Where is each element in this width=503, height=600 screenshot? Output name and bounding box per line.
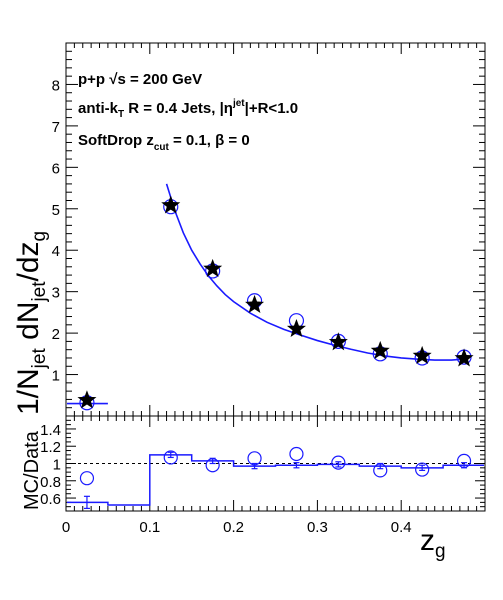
data-point bbox=[454, 348, 474, 367]
main-plot-marks bbox=[67, 183, 474, 411]
main-y-tick-label: 1 bbox=[52, 368, 60, 385]
ratio-point bbox=[205, 458, 220, 473]
x-tick-label: 0.1 bbox=[139, 519, 160, 536]
ratio-step-histogram bbox=[67, 454, 484, 506]
ratio-point bbox=[331, 455, 346, 470]
ratio-y-tick-label: 0.8 bbox=[40, 474, 61, 491]
data-point bbox=[328, 332, 348, 351]
ratio-point bbox=[456, 453, 472, 469]
main-y-tick-label: 8 bbox=[52, 77, 60, 94]
x-tick-label: 0.2 bbox=[223, 519, 244, 536]
ratio-y-tick-label: 1 bbox=[53, 457, 61, 474]
x-axis-label: zg bbox=[420, 524, 446, 562]
annotation-line-2: anti-kT R = 0.4 Jets, |ηjet|+R<1.0 bbox=[78, 98, 298, 120]
x-tick-label: 0.4 bbox=[391, 519, 412, 536]
x-tick-label: 0 bbox=[62, 519, 70, 536]
main-y-ticks: 1 2 3 4 5 6 7 8 bbox=[52, 42, 485, 416]
data-point bbox=[370, 340, 390, 360]
ratio-plot-marks bbox=[66, 446, 485, 510]
data-point bbox=[77, 390, 97, 409]
annotation-line-3: SoftDrop zcut = 0.1, β = 0 bbox=[78, 132, 250, 153]
ratio-ticks: 0.60.811.21.4 0 0.1 0.2 0.3 0.4 bbox=[40, 416, 485, 536]
main-y-axis-label: 1/Njet dNjet/dzg bbox=[12, 231, 50, 415]
ratio-point bbox=[79, 471, 95, 486]
x-tick-label: 0.3 bbox=[307, 519, 328, 536]
main-y-tick-label: 4 bbox=[52, 243, 60, 260]
mc-curve bbox=[165, 183, 469, 361]
data-point bbox=[161, 195, 181, 214]
main-y-tick-label: 3 bbox=[52, 285, 60, 302]
main-y-tick-label: 6 bbox=[52, 160, 60, 177]
ratio-point bbox=[163, 450, 178, 465]
data-point bbox=[245, 294, 265, 314]
data-point bbox=[286, 318, 306, 338]
ratio-point bbox=[289, 446, 304, 462]
ratio-y-tick-label: 1.2 bbox=[40, 439, 61, 456]
ratio-y-tick-label: 0.6 bbox=[40, 491, 61, 508]
ratio-point bbox=[415, 462, 430, 477]
ratio-point bbox=[247, 451, 262, 466]
annotation-line-1: p+p √s = 200 GeV bbox=[78, 71, 202, 88]
data-point bbox=[412, 345, 432, 364]
ratio-y-tick-label: 1.4 bbox=[40, 422, 61, 439]
data-point bbox=[203, 258, 223, 277]
ratio-y-axis-label: MC/Data bbox=[21, 430, 43, 510]
main-y-tick-label: 2 bbox=[52, 326, 60, 343]
main-y-tick-label: 5 bbox=[52, 202, 60, 219]
main-y-tick-label: 7 bbox=[52, 119, 60, 136]
ratio-point bbox=[373, 463, 388, 478]
